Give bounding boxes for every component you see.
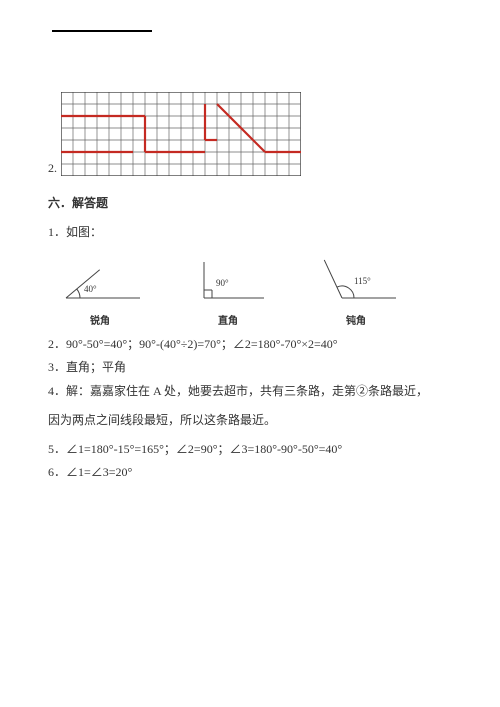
angle-label-obtuse: 钝角 <box>346 312 366 327</box>
grid-svg <box>61 92 301 176</box>
line-6: 6．∠1=∠3=20° <box>48 463 452 482</box>
line-3: 3．直角；平角 <box>48 358 452 377</box>
angle-diagram-obtuse: 115° <box>312 256 400 306</box>
angle-diagram-acute: 40° <box>56 256 144 306</box>
line-5: 5．∠1=180°-15°=165°；∠2=90°；∠3=180°-90°-50… <box>48 440 452 459</box>
angle-label-right: 直角 <box>218 312 238 327</box>
grid-problem-row: 2. <box>48 92 452 176</box>
angle-degree-text: 115° <box>354 276 371 286</box>
angles-row: 40° 锐角 90° 直角 115° 钝角 <box>56 256 452 327</box>
angle-label-acute: 锐角 <box>90 312 110 327</box>
angle-degree-text: 90° <box>216 278 229 288</box>
section-6-heading: 六．解答题 <box>48 194 452 211</box>
grid-item-number: 2. <box>48 161 57 176</box>
angle-block-obtuse: 115° 钝角 <box>312 256 400 327</box>
angle-block-acute: 40° 锐角 <box>56 256 144 327</box>
angle-diagram-right: 90° <box>184 256 272 306</box>
line-4b: 因为两点之间线段最短，所以这条路最近。 <box>48 411 452 430</box>
top-rule <box>52 30 152 32</box>
line-2: 2．90°-50°=40°；90°-(40°÷2)=70°；∠2=180°-70… <box>48 335 452 354</box>
line-4a: 4．解：嘉嘉家住在 A 处，她要去超市，共有三条路，走第②条路最近， <box>48 382 452 401</box>
angle-block-right: 90° 直角 <box>184 256 272 327</box>
q1-prefix: 1．如图： <box>48 223 452 242</box>
grid-figure <box>61 92 301 176</box>
angle-degree-text: 40° <box>84 284 97 294</box>
